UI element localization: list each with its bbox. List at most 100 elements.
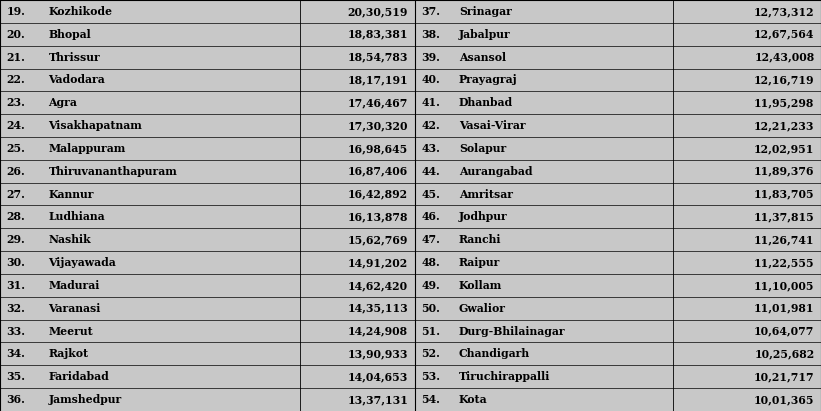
Text: 41.: 41. <box>421 97 440 108</box>
Text: 16,42,892: 16,42,892 <box>348 189 408 200</box>
Text: 16,87,406: 16,87,406 <box>348 166 408 177</box>
Text: 27.: 27. <box>7 189 25 200</box>
Text: Jodhpur: Jodhpur <box>459 211 507 222</box>
Text: Kannur: Kannur <box>48 189 94 200</box>
Text: 38.: 38. <box>421 29 440 40</box>
Text: 51.: 51. <box>421 326 440 337</box>
Text: 50.: 50. <box>421 303 440 314</box>
Text: Srinagar: Srinagar <box>459 6 511 17</box>
Text: 14,91,202: 14,91,202 <box>348 257 408 268</box>
Text: Solapur: Solapur <box>459 143 507 154</box>
Text: 18,83,381: 18,83,381 <box>347 29 408 40</box>
Text: 10,21,717: 10,21,717 <box>754 371 814 382</box>
Text: 32.: 32. <box>7 303 25 314</box>
Text: 43.: 43. <box>421 143 440 154</box>
Text: Meerut: Meerut <box>48 326 94 337</box>
Text: 34.: 34. <box>7 349 25 359</box>
Text: 15,62,769: 15,62,769 <box>347 234 408 245</box>
Text: 24.: 24. <box>7 120 25 131</box>
Text: Kota: Kota <box>459 394 488 405</box>
Text: Chandigarh: Chandigarh <box>459 349 530 359</box>
Text: Amritsar: Amritsar <box>459 189 513 200</box>
Text: Vijayawada: Vijayawada <box>48 257 117 268</box>
Text: Faridabad: Faridabad <box>48 371 109 382</box>
Text: 47.: 47. <box>421 234 440 245</box>
Text: Prayagraj: Prayagraj <box>459 74 517 85</box>
Text: Visakhapatnam: Visakhapatnam <box>48 120 142 131</box>
Text: 25.: 25. <box>7 143 25 154</box>
Text: 54.: 54. <box>421 394 440 405</box>
Text: Agra: Agra <box>48 97 77 108</box>
Text: 21.: 21. <box>7 52 25 62</box>
Text: Jamshedpur: Jamshedpur <box>48 394 122 405</box>
Text: 33.: 33. <box>7 326 25 337</box>
Text: 16,13,878: 16,13,878 <box>347 211 408 222</box>
Text: 36.: 36. <box>7 394 25 405</box>
Text: Kozhikode: Kozhikode <box>48 6 112 17</box>
Text: 48.: 48. <box>421 257 440 268</box>
Text: 14,24,908: 14,24,908 <box>348 326 408 337</box>
Text: 11,95,298: 11,95,298 <box>754 97 814 108</box>
Text: Ranchi: Ranchi <box>459 234 502 245</box>
Text: 19.: 19. <box>7 6 25 17</box>
Text: 12,43,008: 12,43,008 <box>754 52 814 62</box>
Text: Ludhiana: Ludhiana <box>48 211 105 222</box>
Text: Malappuram: Malappuram <box>48 143 126 154</box>
Text: Vadodara: Vadodara <box>48 74 105 85</box>
Text: Gwalior: Gwalior <box>459 303 506 314</box>
Text: Thiruvananthapuram: Thiruvananthapuram <box>48 166 177 177</box>
Text: 11,01,981: 11,01,981 <box>754 303 814 314</box>
Text: 42.: 42. <box>421 120 440 131</box>
Text: Raipur: Raipur <box>459 257 500 268</box>
Text: 14,62,420: 14,62,420 <box>348 280 408 291</box>
Text: Vasai-Virar: Vasai-Virar <box>459 120 525 131</box>
Text: 12,67,564: 12,67,564 <box>754 29 814 40</box>
Text: 37.: 37. <box>421 6 440 17</box>
Text: 20.: 20. <box>7 29 25 40</box>
Text: 30.: 30. <box>7 257 25 268</box>
Text: 40.: 40. <box>421 74 440 85</box>
Text: 46.: 46. <box>421 211 440 222</box>
Text: Aurangabad: Aurangabad <box>459 166 533 177</box>
Text: Varanasi: Varanasi <box>48 303 101 314</box>
Text: 11,37,815: 11,37,815 <box>754 211 814 222</box>
Text: 18,54,783: 18,54,783 <box>347 52 408 62</box>
Text: 12,21,233: 12,21,233 <box>754 120 814 131</box>
Text: 49.: 49. <box>421 280 440 291</box>
Text: 52.: 52. <box>421 349 440 359</box>
Text: Madurai: Madurai <box>48 280 100 291</box>
Text: 13,90,933: 13,90,933 <box>347 349 408 359</box>
Text: 26.: 26. <box>7 166 25 177</box>
Text: 39.: 39. <box>421 52 440 62</box>
Text: Durg-Bhilainagar: Durg-Bhilainagar <box>459 326 566 337</box>
Text: 18,17,191: 18,17,191 <box>347 74 408 85</box>
Text: 44.: 44. <box>421 166 440 177</box>
Text: Kollam: Kollam <box>459 280 502 291</box>
Text: Tiruchirappalli: Tiruchirappalli <box>459 371 550 382</box>
Text: 11,89,376: 11,89,376 <box>754 166 814 177</box>
Text: 13,37,131: 13,37,131 <box>347 394 408 405</box>
Text: Rajkot: Rajkot <box>48 349 89 359</box>
Text: Bhopal: Bhopal <box>48 29 91 40</box>
Text: 11,83,705: 11,83,705 <box>754 189 814 200</box>
Text: 12,73,312: 12,73,312 <box>754 6 814 17</box>
Text: 53.: 53. <box>421 371 440 382</box>
Text: 10,01,365: 10,01,365 <box>754 394 814 405</box>
Text: 12,02,951: 12,02,951 <box>754 143 814 154</box>
Text: 22.: 22. <box>7 74 25 85</box>
Text: 14,04,653: 14,04,653 <box>347 371 408 382</box>
Text: 29.: 29. <box>7 234 25 245</box>
Text: 10,64,077: 10,64,077 <box>754 326 814 337</box>
Text: 11,10,005: 11,10,005 <box>754 280 814 291</box>
Text: 23.: 23. <box>7 97 25 108</box>
Text: 16,98,645: 16,98,645 <box>348 143 408 154</box>
Text: Thrissur: Thrissur <box>48 52 100 62</box>
Text: 11,22,555: 11,22,555 <box>754 257 814 268</box>
Text: 20,30,519: 20,30,519 <box>347 6 408 17</box>
Text: 12,16,719: 12,16,719 <box>754 74 814 85</box>
Text: 28.: 28. <box>7 211 25 222</box>
Text: 10,25,682: 10,25,682 <box>754 349 814 359</box>
Text: 14,35,113: 14,35,113 <box>347 303 408 314</box>
Text: 11,26,741: 11,26,741 <box>754 234 814 245</box>
Text: Jabalpur: Jabalpur <box>459 29 511 40</box>
